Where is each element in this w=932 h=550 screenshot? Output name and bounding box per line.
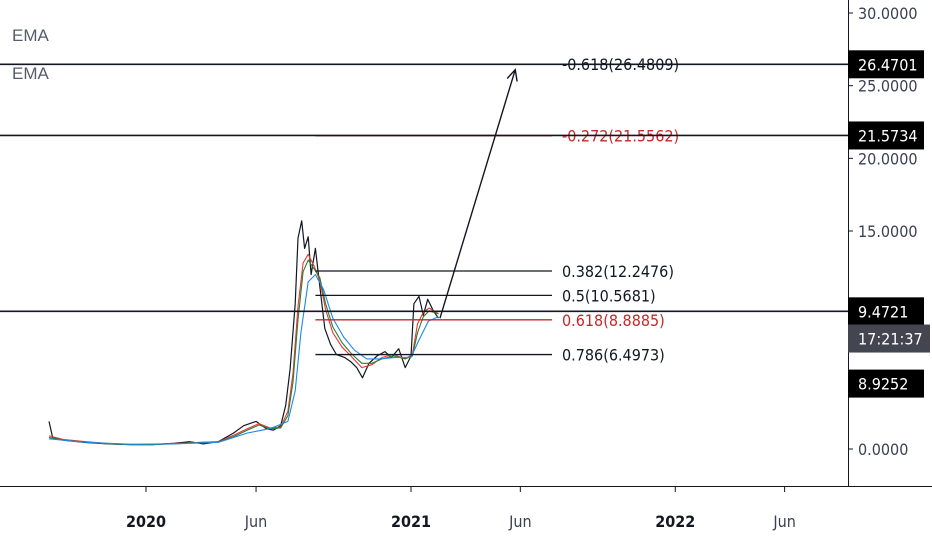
time-axis[interactable]: 2020 Jun 2021 Jun 2022 Jun bbox=[126, 486, 796, 531]
projection-arrow[interactable] bbox=[439, 68, 518, 319]
x-tick-label: Jun bbox=[508, 512, 532, 531]
ema-legend-1[interactable]: EMA bbox=[12, 26, 49, 45]
x-tick-label: Jun bbox=[772, 512, 796, 531]
arrow-head[interactable] bbox=[506, 68, 518, 82]
price-badge-label: 8.9252 bbox=[858, 375, 908, 394]
y-tick-label: 20.0000 bbox=[858, 149, 918, 168]
fib-level-label-6: 0.786(6.4973) bbox=[562, 346, 665, 365]
x-tick-label: 2021 bbox=[391, 512, 431, 531]
y-tick-label: 15.0000 bbox=[858, 222, 918, 241]
price-badge-label: 17:21:37 bbox=[858, 330, 923, 349]
price-badge bbox=[848, 324, 930, 353]
series-line-4 bbox=[48, 274, 439, 445]
price-badge bbox=[848, 50, 924, 79]
x-tick-label: 2020 bbox=[126, 512, 166, 531]
ema-legend-2[interactable]: EMA bbox=[12, 64, 49, 83]
price-badge-label: 21.5734 bbox=[858, 126, 918, 145]
fib-level-label-4: 0.5(10.5681) bbox=[562, 286, 656, 305]
price-axis[interactable]: 0.0000 15.0000 20.0000 25.0000 30.0000 bbox=[848, 4, 918, 459]
price-badge-label: 9.4721 bbox=[858, 302, 908, 321]
plot-background bbox=[0, 0, 848, 486]
price-badges: 26.4701 21.5734 9.4721 17:21:37 8.9252 bbox=[848, 50, 930, 398]
y-tick-label: 30.0000 bbox=[858, 4, 918, 23]
y-tick-label: 25.0000 bbox=[858, 77, 918, 96]
horizontal-lines[interactable] bbox=[0, 63, 848, 313]
price-badge-label: 26.4701 bbox=[858, 55, 918, 74]
x-tick-label: Jun bbox=[244, 512, 268, 531]
y-tick-label: 0.0000 bbox=[858, 440, 908, 459]
fib-level-label-3: 0.382(12.2476) bbox=[562, 262, 674, 281]
arrow-line[interactable] bbox=[439, 69, 516, 319]
fib-level-label-5: 0.618(8.8885) bbox=[562, 311, 665, 330]
x-tick-label: 2022 bbox=[655, 512, 695, 531]
price-badge bbox=[848, 369, 924, 398]
price-badge bbox=[848, 121, 924, 150]
price-badge bbox=[848, 297, 924, 326]
